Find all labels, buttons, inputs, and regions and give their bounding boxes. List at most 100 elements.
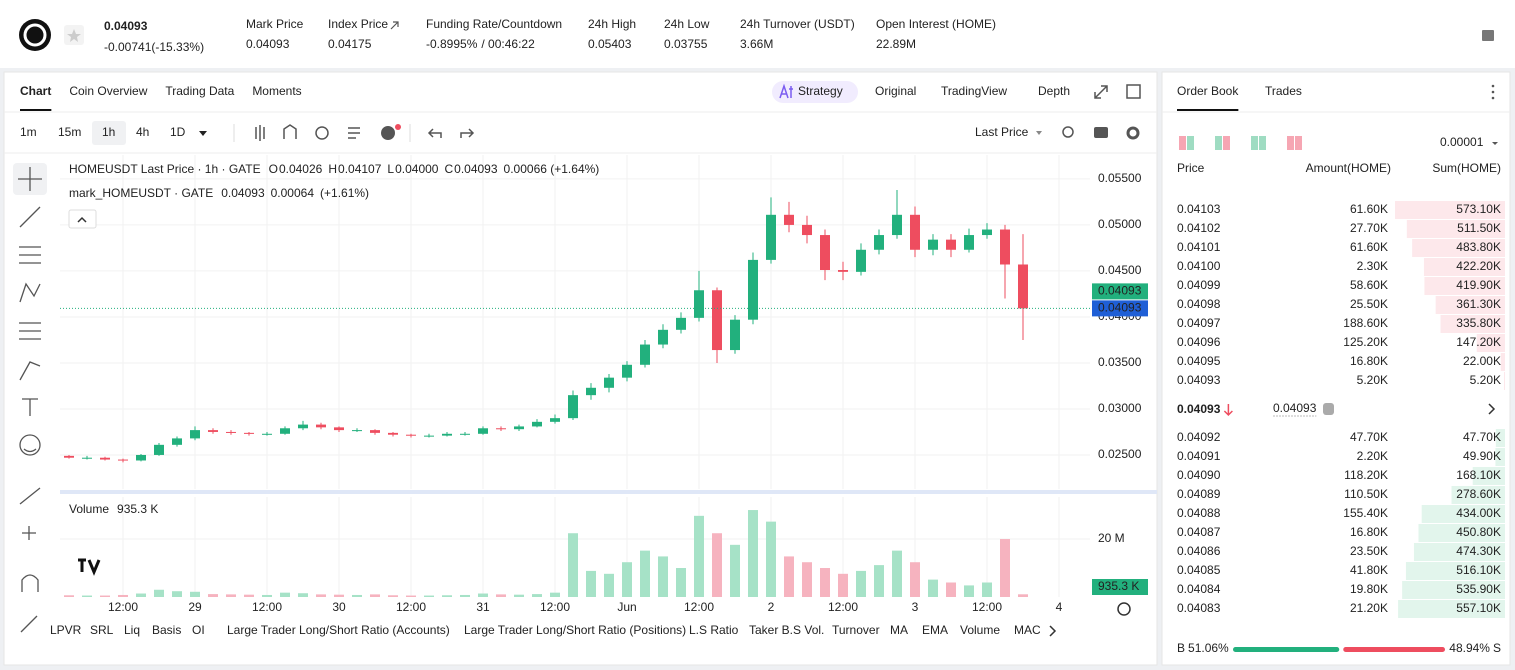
order-price[interactable]: 0.04089 bbox=[1177, 487, 1221, 501]
col-header: Price bbox=[1177, 161, 1205, 175]
depth-bar bbox=[1472, 467, 1505, 485]
view-tab[interactable]: TradingView bbox=[941, 84, 1007, 98]
interval[interactable]: 1h bbox=[102, 125, 115, 139]
layout-icon[interactable] bbox=[1215, 136, 1222, 150]
y-tick-label: 0.03000 bbox=[1098, 401, 1142, 415]
view-tab[interactable]: Original bbox=[875, 84, 916, 98]
indicator-tab[interactable]: Large Trader Long/Short Ratio (Positions… bbox=[464, 623, 686, 637]
mark-title: mark_HOMEUSDT · GATE bbox=[69, 186, 213, 200]
mark-price-label: 0.04093 bbox=[1098, 301, 1142, 315]
indicator-tab[interactable]: L.S Ratio bbox=[689, 623, 739, 637]
orderbook-tab[interactable]: Order Book bbox=[1177, 84, 1239, 98]
volume-bar bbox=[244, 594, 254, 597]
drawing-tool bbox=[23, 448, 37, 453]
candle-body bbox=[910, 214, 920, 250]
chart-tab[interactable]: Chart bbox=[20, 84, 51, 98]
order-price[interactable]: 0.04091 bbox=[1177, 449, 1221, 463]
volume-bar bbox=[730, 544, 740, 597]
menu-icon[interactable] bbox=[1482, 30, 1494, 41]
candle-body bbox=[694, 290, 704, 318]
indicator-icon bbox=[283, 124, 297, 139]
order-price[interactable]: 0.04085 bbox=[1177, 563, 1221, 577]
price-source[interactable]: Last Price bbox=[975, 125, 1029, 139]
volume-bar bbox=[406, 595, 416, 597]
indicator-tab[interactable]: Large Trader Long/Short Ratio (Accounts) bbox=[227, 623, 450, 637]
indicator-tab[interactable]: SRL bbox=[90, 623, 114, 637]
chart-tab[interactable]: Coin Overview bbox=[69, 84, 147, 98]
candle-body bbox=[748, 259, 758, 320]
interval-selected bbox=[92, 121, 126, 145]
x-tick-label: 4 bbox=[1056, 600, 1063, 614]
order-price[interactable]: 0.04083 bbox=[1177, 601, 1221, 615]
stat-value: 0.05403 bbox=[588, 37, 632, 51]
order-sum: 278.60K bbox=[1456, 487, 1501, 501]
depth-bar bbox=[1395, 201, 1505, 219]
x-tick-label: Jun bbox=[617, 600, 636, 614]
interval[interactable]: 1D bbox=[170, 125, 186, 139]
orderbook-tab[interactable]: Trades bbox=[1265, 84, 1302, 98]
candle-body bbox=[928, 239, 938, 250]
book-chevron bbox=[1488, 403, 1496, 415]
redo-icon bbox=[460, 128, 475, 138]
volume-bar bbox=[460, 594, 470, 597]
indicator-tab[interactable]: OI bbox=[192, 623, 205, 637]
indicator-tab[interactable]: Liq bbox=[124, 623, 140, 637]
order-price[interactable]: 0.04088 bbox=[1177, 506, 1221, 520]
volume-bar bbox=[514, 594, 524, 597]
order-price[interactable]: 0.04086 bbox=[1177, 544, 1221, 558]
volume-bar bbox=[478, 593, 488, 597]
volume-bar bbox=[622, 562, 632, 597]
strategy-tab[interactable]: Strategy bbox=[798, 84, 843, 98]
order-price[interactable]: 0.04095 bbox=[1177, 354, 1221, 368]
order-price[interactable]: 0.04087 bbox=[1177, 525, 1221, 539]
order-sum: 450.80K bbox=[1456, 525, 1501, 539]
chart-tab[interactable]: Moments bbox=[252, 84, 301, 98]
indicator-tab[interactable]: MA bbox=[890, 623, 908, 637]
order-price[interactable]: 0.04102 bbox=[1177, 221, 1221, 235]
order-price[interactable]: 0.04098 bbox=[1177, 297, 1221, 311]
indicator-tab[interactable]: EMA bbox=[922, 623, 948, 637]
volume-bar bbox=[640, 550, 650, 597]
order-price[interactable]: 0.04101 bbox=[1177, 240, 1221, 254]
col-header: Amount(HOME) bbox=[1306, 161, 1391, 175]
order-price[interactable]: 0.04099 bbox=[1177, 278, 1221, 292]
precision[interactable]: 0.00001 bbox=[1440, 135, 1484, 149]
volume-bar bbox=[946, 582, 956, 597]
volume-bar bbox=[748, 510, 758, 597]
volume-bar bbox=[964, 585, 974, 597]
indicator-tab[interactable]: Taker B.S Vol. bbox=[749, 623, 824, 637]
order-sum: 47.70K bbox=[1463, 430, 1501, 444]
layout-icon[interactable] bbox=[1287, 136, 1294, 150]
order-price[interactable]: 0.04100 bbox=[1177, 259, 1221, 273]
layout-icon[interactable] bbox=[1251, 136, 1258, 150]
volume-bar bbox=[190, 591, 200, 597]
order-price[interactable]: 0.04096 bbox=[1177, 335, 1221, 349]
view-tab[interactable]: Depth bbox=[1038, 84, 1070, 98]
order-price[interactable]: 0.04093 bbox=[1177, 373, 1221, 387]
order-price[interactable]: 0.04103 bbox=[1177, 202, 1221, 216]
interval[interactable]: 15m bbox=[58, 125, 81, 139]
x-tick-label: 29 bbox=[188, 600, 202, 614]
strategy-pill[interactable] bbox=[772, 81, 858, 103]
order-price[interactable]: 0.04084 bbox=[1177, 582, 1221, 596]
candle-body bbox=[838, 270, 848, 272]
interval[interactable]: 1m bbox=[20, 125, 37, 139]
indicator-tab[interactable]: Volume bbox=[960, 623, 1000, 637]
order-price[interactable]: 0.04090 bbox=[1177, 468, 1221, 482]
layout-icon[interactable] bbox=[1179, 136, 1186, 150]
order-price[interactable]: 0.04097 bbox=[1177, 316, 1221, 330]
chart-tab[interactable]: Trading Data bbox=[165, 84, 234, 98]
stat-label: 24h Turnover (USDT) bbox=[740, 17, 855, 31]
book-mark-price: 0.04093 bbox=[1273, 401, 1317, 415]
interval[interactable]: 4h bbox=[136, 125, 149, 139]
candle-body bbox=[982, 229, 992, 236]
indicator-tab[interactable]: Turnover bbox=[832, 623, 880, 637]
drawing-tool bbox=[19, 246, 41, 264]
order-price[interactable]: 0.04092 bbox=[1177, 430, 1221, 444]
volume-bar bbox=[838, 573, 848, 597]
ratio-letter: S bbox=[1493, 641, 1501, 655]
candle-body bbox=[226, 431, 236, 433]
legend-change: 0.00066 (+1.64%) bbox=[504, 162, 600, 176]
indicator-tab[interactable]: Basis bbox=[152, 623, 181, 637]
indicator-tab[interactable]: LPVR bbox=[50, 623, 82, 637]
